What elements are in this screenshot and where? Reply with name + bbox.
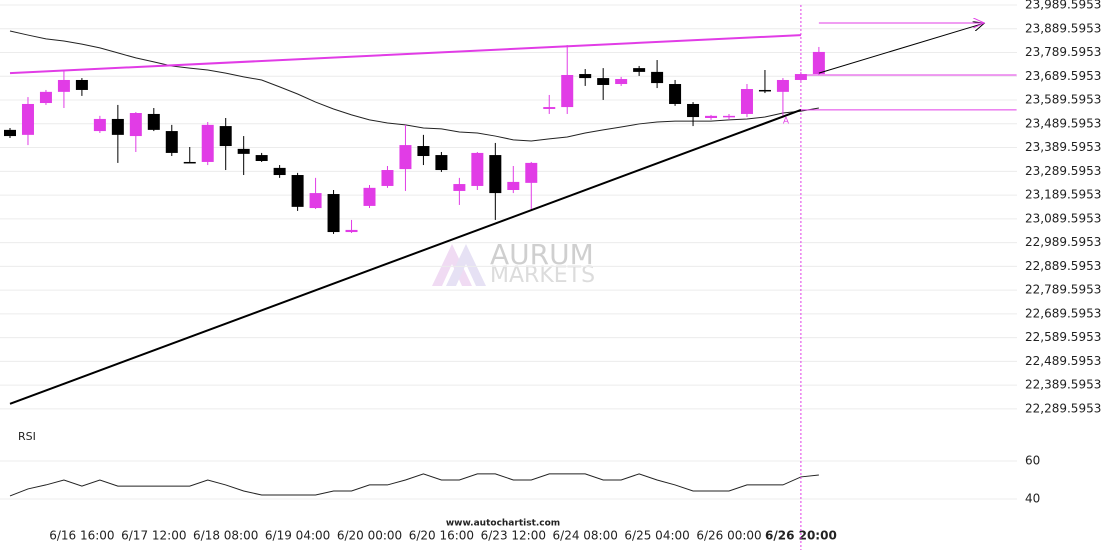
- y-tick-label: 23,889.5953: [1025, 21, 1101, 35]
- watermark-text: AURUM: [490, 238, 594, 271]
- footer: www.autochartist.com: [446, 519, 560, 529]
- candle-body: [633, 68, 646, 72]
- candle-body: [489, 155, 502, 194]
- x-tick-label: 6/23 12:00: [481, 529, 546, 543]
- x-tick-label: 6/19 04:00: [265, 529, 330, 543]
- x-tick-label: 6/24 08:00: [553, 529, 618, 543]
- y-tick-label: 23,989.5953: [1025, 0, 1101, 11]
- x-tick-label: 6/25 04:00: [624, 529, 689, 543]
- y-tick-label: 23,089.5953: [1025, 211, 1101, 225]
- candle-body: [111, 118, 124, 135]
- candle-body: [201, 124, 214, 162]
- candle-body: [57, 79, 70, 92]
- candle-body: [345, 229, 358, 233]
- y-tick-label: 23,589.5953: [1025, 93, 1101, 107]
- rsi-line: [9, 473, 819, 497]
- y-tick-label: 22,389.5953: [1025, 378, 1101, 392]
- candle-body: [327, 194, 340, 233]
- candle-body: [812, 51, 825, 75]
- candle-body: [669, 84, 682, 104]
- candle-body: [219, 126, 232, 147]
- candle-body: [273, 167, 286, 176]
- candle-body: [21, 103, 34, 135]
- candle-body: [147, 113, 160, 130]
- candle-body: [525, 162, 538, 183]
- watermark-logo: [432, 244, 486, 286]
- candle-body: [597, 78, 610, 85]
- candle-body: [75, 79, 88, 90]
- watermark-text: MARKETS: [490, 263, 595, 288]
- candle-body: [471, 152, 484, 186]
- y-tick-label: 40: [1025, 492, 1040, 506]
- trendline: [9, 34, 801, 75]
- y-tick-label: 22,989.5953: [1025, 235, 1101, 249]
- candle-body: [399, 145, 412, 170]
- x-tick-label: 6/16 16:00: [49, 529, 114, 543]
- candle-body: [4, 129, 16, 137]
- y-tick-label: 23,489.5953: [1025, 116, 1101, 130]
- y-tick-label: 23,189.5953: [1025, 188, 1101, 202]
- x-tick-label: 6/17 12:00: [121, 529, 186, 543]
- candle-body: [705, 115, 718, 118]
- y-tick-label: 23,289.5953: [1025, 164, 1101, 178]
- candle-body: [417, 146, 430, 157]
- candle-body: [651, 71, 664, 84]
- candle-body: [561, 74, 574, 108]
- y-tick-label: 22,689.5953: [1025, 306, 1101, 320]
- candle-body: [39, 91, 52, 104]
- candle-body: [129, 113, 142, 137]
- candle-body: [740, 89, 753, 114]
- candle-body: [165, 131, 178, 153]
- y-tick-label: 60: [1025, 453, 1040, 467]
- candle-body: [183, 161, 196, 164]
- candle-body: [615, 79, 628, 85]
- y-tick-label: 22,889.5953: [1025, 259, 1101, 273]
- candle-body: [579, 74, 592, 79]
- trendline: [9, 108, 802, 405]
- x-tick-label: 6/20 00:00: [337, 529, 402, 543]
- candle-body: [543, 107, 556, 109]
- x-tick-label: 6/18 08:00: [193, 529, 258, 543]
- y-tick-label: 22,489.5953: [1025, 354, 1101, 368]
- candle-body: [363, 187, 376, 206]
- candle-body: [794, 74, 807, 80]
- candle-body: [309, 193, 322, 209]
- y-tick-label: 22,289.5953: [1025, 401, 1101, 415]
- candle-body: [723, 115, 735, 118]
- x-tick-label: 6/20 16:00: [409, 529, 474, 543]
- trendline: [818, 23, 984, 74]
- candle-body: [93, 118, 106, 132]
- candle-body: [507, 181, 520, 190]
- y-tick-label: 23,689.5953: [1025, 69, 1101, 83]
- candle-body: [435, 155, 448, 171]
- candle-body: [237, 148, 250, 154]
- candle-body: [687, 103, 700, 118]
- rsi-label: RSI: [18, 430, 36, 443]
- y-tick-label: 23,389.5953: [1025, 140, 1101, 154]
- candle-body: [291, 175, 304, 207]
- y-tick-label: 23,789.5953: [1025, 45, 1101, 59]
- x-tick-label: 6/26 00:00: [696, 529, 761, 543]
- candle-body: [381, 170, 394, 186]
- y-tick-label: 22,589.5953: [1025, 330, 1101, 344]
- candle-body: [255, 155, 268, 162]
- candle-body: [758, 89, 771, 92]
- moving-average: [9, 30, 819, 142]
- candle-body: [453, 184, 466, 191]
- x-tick-label: 6/26 20:00: [765, 529, 837, 543]
- candle-body: [776, 79, 789, 92]
- y-tick-label: 22,789.5953: [1025, 283, 1101, 297]
- point-label: A: [783, 117, 790, 127]
